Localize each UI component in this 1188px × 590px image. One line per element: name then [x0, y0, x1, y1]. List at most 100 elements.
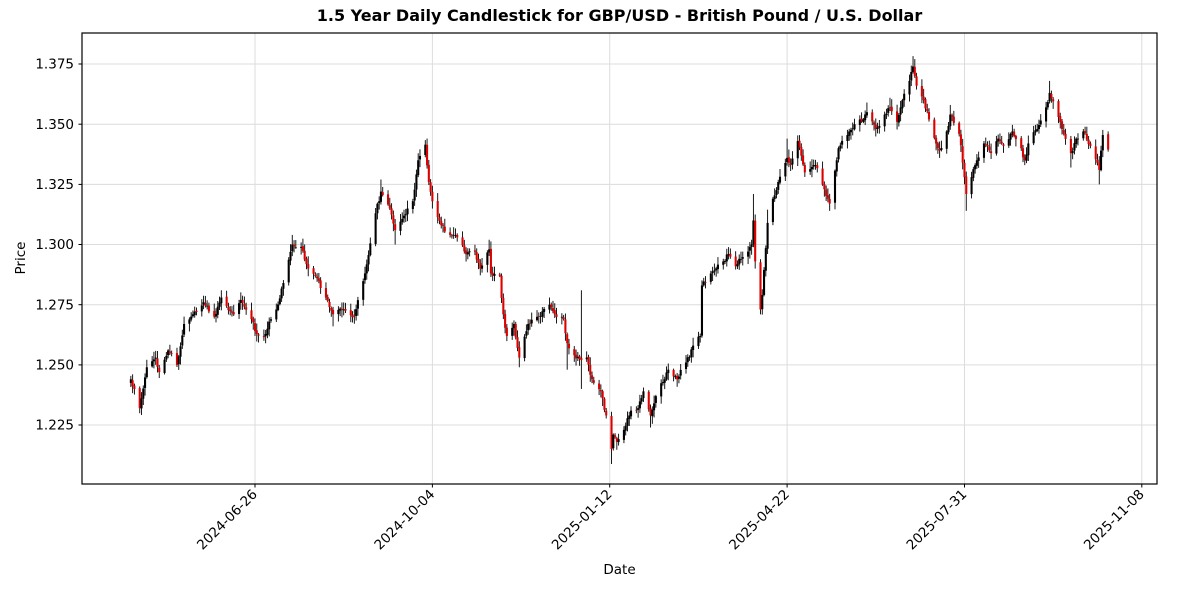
candle — [567, 338, 570, 355]
candle — [564, 313, 567, 341]
candle — [426, 138, 429, 169]
candle — [576, 351, 579, 362]
candle — [1014, 134, 1017, 147]
candle — [399, 213, 402, 236]
candle — [872, 120, 876, 131]
candle — [723, 259, 727, 264]
candle — [862, 117, 865, 124]
candle — [935, 135, 938, 151]
y-tick-label: 1.325 — [35, 177, 74, 193]
candle — [883, 111, 886, 132]
candle — [748, 242, 751, 259]
candle — [974, 163, 977, 174]
candle — [418, 149, 422, 168]
candle — [436, 193, 439, 224]
candle — [204, 295, 207, 308]
candle — [202, 295, 205, 310]
candle — [431, 185, 434, 209]
candle — [553, 303, 556, 319]
candle — [502, 293, 505, 320]
candle — [1076, 133, 1080, 146]
candle — [229, 306, 232, 316]
candle — [982, 141, 986, 163]
candle — [810, 159, 813, 178]
candle — [640, 394, 643, 405]
y-tick-label: 1.275 — [35, 297, 74, 313]
candle — [369, 237, 372, 257]
candle — [617, 433, 620, 446]
candle — [722, 258, 725, 270]
candle — [890, 99, 893, 115]
candle — [972, 166, 975, 182]
x-tick-label: 2025-11-08 — [1081, 487, 1148, 554]
candle — [858, 115, 861, 132]
candle — [598, 379, 601, 396]
candle — [578, 354, 581, 366]
candle — [488, 239, 491, 257]
candle — [771, 196, 774, 226]
candle — [642, 387, 645, 402]
candle — [1048, 80, 1051, 104]
candle — [951, 113, 954, 122]
candle — [200, 299, 203, 317]
candle — [179, 342, 182, 365]
candle — [411, 198, 414, 214]
candle — [512, 320, 516, 336]
candle — [752, 194, 755, 248]
candle — [289, 244, 292, 266]
candle — [1098, 156, 1101, 185]
candle — [716, 257, 719, 274]
candle — [612, 433, 615, 451]
candle — [1002, 143, 1005, 153]
candle — [158, 364, 161, 379]
candle — [961, 138, 964, 170]
candle — [812, 159, 815, 170]
candle — [266, 321, 269, 339]
candle — [277, 301, 280, 312]
candle — [461, 231, 464, 247]
candle — [154, 350, 157, 365]
candle — [145, 359, 148, 379]
candle — [821, 161, 824, 186]
candle — [1037, 119, 1041, 134]
candle — [823, 181, 826, 197]
candle — [151, 356, 154, 368]
candle — [528, 319, 531, 330]
candle — [477, 253, 480, 270]
candle — [814, 159, 817, 170]
candle — [750, 239, 753, 255]
candle — [949, 104, 952, 130]
candle — [990, 143, 993, 159]
candle — [170, 350, 173, 357]
candle — [575, 349, 578, 366]
candle — [491, 266, 494, 281]
candle — [1000, 135, 1003, 145]
candle — [344, 302, 347, 314]
candle — [450, 233, 453, 239]
candle — [635, 406, 638, 414]
candle — [292, 240, 296, 253]
candle — [463, 239, 466, 254]
candle — [351, 311, 354, 323]
candle — [920, 79, 923, 104]
candle — [152, 351, 155, 369]
candle — [573, 346, 576, 362]
candle — [663, 376, 666, 390]
candle — [381, 186, 384, 197]
candle — [674, 374, 677, 380]
candle — [1085, 126, 1088, 142]
candle — [835, 157, 838, 177]
candle — [764, 245, 767, 277]
candle — [337, 306, 340, 322]
candle — [773, 188, 776, 202]
candle — [787, 149, 790, 168]
candle — [330, 306, 333, 317]
candle — [291, 234, 294, 257]
y-tick-label: 1.250 — [35, 358, 74, 374]
candle — [424, 140, 427, 158]
candle — [1027, 135, 1030, 161]
candle — [848, 128, 851, 141]
candle — [1087, 136, 1090, 149]
candle — [599, 384, 602, 398]
candle — [841, 135, 844, 149]
